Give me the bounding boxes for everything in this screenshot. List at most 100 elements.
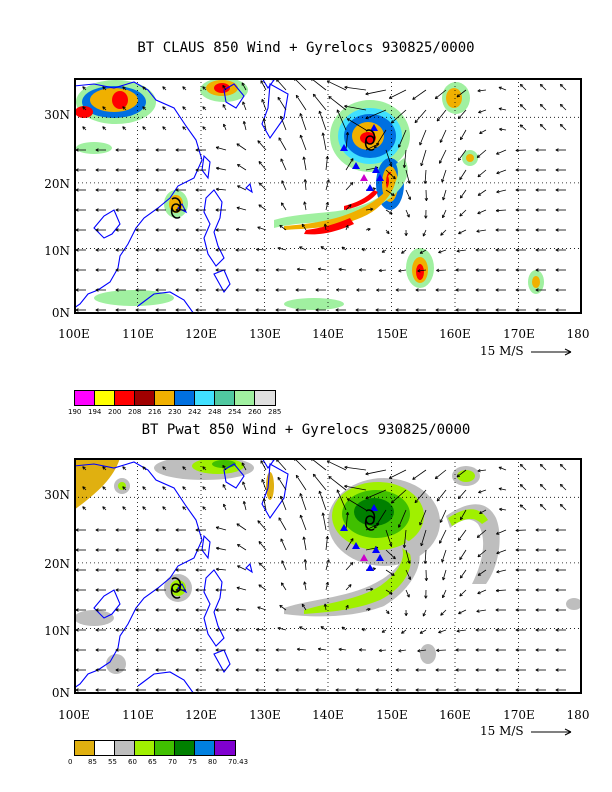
wind-vector-head (455, 308, 459, 312)
wind-vector (336, 489, 347, 511)
wind-vector-head (442, 197, 446, 201)
colorbar-swatch (195, 741, 215, 755)
wind-vector (442, 589, 447, 598)
wind-vector-head (162, 486, 166, 490)
wind-vector-head (459, 136, 464, 141)
wind-vector (222, 85, 227, 91)
wind-vector (559, 463, 567, 471)
wind-vector-head (390, 120, 395, 124)
wind-vector (519, 504, 527, 511)
wind-vector-head (478, 490, 482, 494)
wind-vector (459, 589, 467, 597)
wind-vector-head (75, 608, 79, 612)
wind-vector (338, 648, 347, 651)
wind-vector (420, 149, 427, 167)
coastline (203, 569, 225, 647)
wind-vector-head (419, 630, 424, 634)
wind-vector-head (222, 104, 226, 108)
wind-vector (498, 466, 507, 471)
wind-vector-head (365, 92, 369, 96)
wind-vector-head (135, 248, 139, 252)
wind-vector-head (256, 247, 260, 252)
wind-vector-head (301, 223, 305, 228)
coastline (261, 83, 289, 140)
cyclone-symbol-tail (170, 207, 181, 219)
wind-vector-head (367, 607, 371, 612)
wind-vector-head (195, 668, 199, 672)
wind-vector-head (386, 230, 390, 235)
wind-vector (412, 469, 427, 480)
wind-vector-head (215, 608, 219, 612)
wind-vector-head (389, 543, 393, 547)
gyre-marker (340, 144, 348, 151)
wind-vector-head (457, 157, 462, 161)
wind-vector-head (242, 481, 246, 485)
wind-vector-head (346, 498, 351, 502)
wind-vector-head (495, 608, 499, 612)
wind-vector-head (392, 555, 396, 560)
wind-vector (293, 458, 307, 471)
wind-vector-head (215, 567, 219, 572)
wind-vector (477, 189, 487, 196)
wind-vector (412, 89, 427, 100)
top-map-title: BT CLAUS 850 Wind + Gyrelocs 930825/0000 (137, 40, 475, 56)
wind-vector-head (438, 250, 442, 254)
wind-vector-head (255, 668, 259, 672)
wind-vector-head (277, 626, 281, 631)
wind-vector (496, 549, 507, 554)
wind-vector (310, 78, 327, 91)
colorbar-tick-label: 194 (88, 408, 102, 416)
wind-vector-head (275, 648, 279, 652)
wind-vector-head (344, 465, 348, 470)
wind-vector (398, 509, 407, 528)
wind-vector-head (279, 115, 284, 120)
wind-vector-head (155, 308, 159, 312)
wind-vector-head (535, 168, 539, 172)
gyre-marker (370, 504, 378, 511)
wind-vector (277, 96, 287, 111)
wind-vector-head (279, 495, 284, 500)
wind-vector-head (344, 104, 348, 109)
wind-vector-head (115, 588, 119, 592)
lon-label-120e-top: 120E (185, 327, 217, 341)
wind-vector-head (175, 528, 179, 532)
wind-vector (422, 229, 427, 237)
wind-vector (325, 536, 328, 551)
reference-vector-bottom: 15 M/S (480, 724, 577, 738)
wind-vector (477, 549, 487, 558)
wind-vector-head (241, 462, 245, 466)
wind-vector-head (155, 188, 159, 192)
wind-vector-head (361, 628, 365, 632)
wind-vector-head (202, 86, 206, 90)
wind-vector-head (477, 553, 481, 558)
reference-vector-label-bottom: 15 M/S (480, 724, 524, 738)
wind-vector-head (456, 94, 461, 98)
wind-vector-head (535, 148, 539, 152)
wind-vector-head (155, 208, 159, 212)
wind-vector-head (336, 109, 340, 113)
wind-vector-head (475, 308, 479, 312)
colorbar-swatch (235, 391, 255, 405)
wind-vector-head (356, 668, 360, 672)
wind-vector (365, 469, 387, 475)
wind-vector-head (75, 648, 79, 652)
wind-vector (236, 143, 247, 151)
wind-vector-head (555, 268, 559, 272)
wind-vector-head (82, 506, 86, 510)
wind-vector-head (195, 528, 199, 532)
wind-vector-head (439, 160, 443, 164)
colorbar-swatch (215, 391, 235, 405)
wind-vector (345, 182, 354, 191)
wind-vector (417, 269, 427, 272)
wind-vector-head (155, 668, 159, 672)
wind-vector (434, 469, 447, 480)
wind-vector (310, 458, 327, 471)
wind-vector-head (295, 308, 299, 312)
gyre-marker (352, 162, 360, 169)
reference-vector-label-top: 15 M/S (480, 344, 524, 358)
wind-vector-head (260, 80, 264, 84)
wind-vector (458, 489, 467, 500)
wind-vector (299, 626, 307, 631)
wind-vector-head (535, 188, 539, 192)
wind-vector (496, 589, 507, 592)
